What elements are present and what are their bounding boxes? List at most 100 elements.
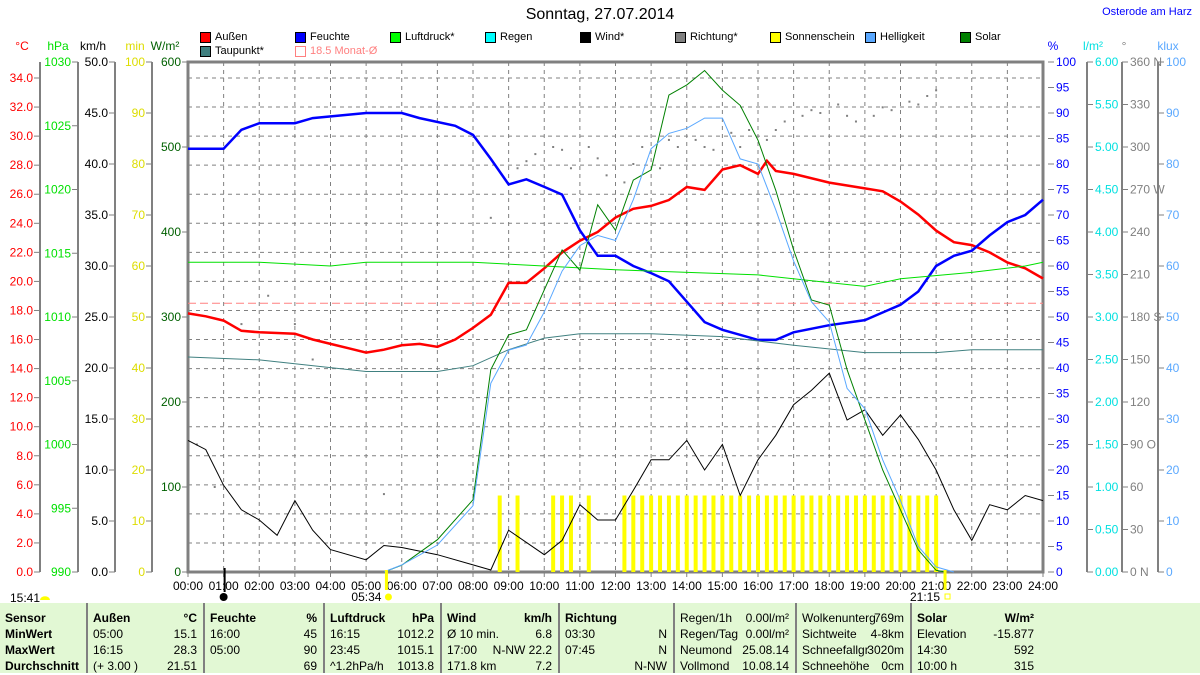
solar-tick-label: 400 [161,225,181,239]
series-wind [187,372,1044,571]
legend-swatch [580,31,591,43]
humidity-tick-label: 40 [1056,361,1070,375]
stats-label: 16:15 [93,643,124,657]
temp-tick-label: 8.0 [16,449,33,463]
wind-tick-label: 35.0 [85,208,109,222]
rain-tick-label: 3.50 [1095,268,1119,282]
stats-row: Neumond 25.08.14 [680,643,789,659]
stats-label: 23:45 [330,643,361,657]
x-tick-label: 04:00 [315,579,345,593]
sunshine-tick-label: 20 [132,463,146,477]
stats-value: hPa [411,611,434,625]
brightness-tick-label: 90 [1166,106,1180,120]
stats-row: 10:00 h 315 [917,659,1034,675]
temp-tick-label: 22.0 [10,245,34,259]
stats-label: Schneehöhe [802,659,870,673]
legend-item: Richtung* [675,31,738,43]
direction-point [240,323,243,326]
direction-tick-label: 360 N [1130,55,1162,69]
stats-row: 17:00 N-NW 22.2 [447,643,552,659]
sunshine-bar [586,495,591,572]
legend-label: Außen [215,31,248,43]
legend-item: 18.5 Monat-Ø [295,45,377,57]
stats-row: MinWert [5,627,80,643]
direction-point [917,103,920,106]
direction-point [676,146,679,148]
stats-label: 16:00 [210,627,241,641]
wind-tick-label: 0.0 [91,565,108,579]
temp-tick-label: 14.0 [10,362,34,376]
rain-tick-label: 6.00 [1095,55,1119,69]
pressure-tick-label: 990 [51,565,71,579]
stats-value: N [658,643,667,657]
stats-value: N-NW 22.2 [492,643,552,657]
sunshine-bar [898,495,903,572]
stats-value: N [658,627,667,641]
location-link[interactable]: Osterode am Harz [1102,6,1192,18]
x-tick-label: 19:00 [850,579,880,593]
humidity-tick-label: 75 [1056,183,1070,197]
direction-point [569,167,572,170]
legend-swatch [295,45,306,57]
direction-tick-label: 210 [1130,268,1150,282]
stats-row: Wolkenunterg 769m [802,611,904,627]
stats-row: Vollmond 10.08.14 [680,659,789,675]
humidity-tick-label: 25 [1056,438,1070,452]
sunshine-bar [675,495,680,572]
legend-swatch [200,31,211,43]
wind-tick-label: 15.0 [85,412,109,426]
direction-point [801,114,804,117]
humidity-tick-label: 90 [1056,106,1070,120]
solar-tick-label: 300 [161,310,181,324]
sunshine-bar [631,495,636,572]
brightness-axis-unit: klux [1157,39,1178,53]
x-tick-label: 09:00 [494,579,524,593]
stats-value: °C [183,611,197,625]
legend-swatch [770,31,781,43]
stats-value: 1015.1 [397,643,434,657]
pressure-tick-label: 1020 [44,183,71,197]
legend-swatch [200,45,211,57]
temp-tick-label: 2.0 [16,536,33,550]
stats-row: Durchschnitt [5,659,80,675]
stats-row: 171.8 km 7.2 [447,659,552,675]
sunshine-bar [720,495,725,572]
stats-value: -15.877 [993,627,1034,641]
legend-swatch [485,31,496,43]
legend-label: Regen [500,31,533,43]
direction-point [837,103,840,106]
stats-value: 0cm [881,659,904,673]
sunshine-bar [782,495,787,572]
stats-value: 28.3 [173,643,197,657]
direction-point [810,109,813,112]
stats-row: Sensor [5,611,80,627]
direction-tick-label: 330 [1130,98,1150,112]
stats-row: Außen °C [93,611,197,627]
direction-point [926,95,929,97]
stats-label: 10:00 h [917,659,958,673]
direction-point [596,157,599,160]
temp-tick-label: 4.0 [16,507,33,521]
stats-label: 07:45 [565,643,596,657]
stats-row: Luftdruck hPa [330,611,434,627]
direction-point [667,138,670,141]
sunshine-bar [693,495,698,572]
stats-value: 315 [1013,659,1034,673]
brightness-tick-label: 20 [1166,463,1180,477]
sunshine-bar [568,495,573,572]
rain-tick-label: 3.00 [1095,310,1119,324]
direction-tick-label: 90 O [1130,438,1156,452]
solar-axis-unit: W/m² [151,39,180,53]
humidity-tick-label: 80 [1056,157,1070,171]
brightness-tick-label: 70 [1166,208,1180,222]
stats-label: ^1.2hPa/h [330,659,384,673]
sunshine-bar [711,495,716,572]
wind-tick-label: 5.0 [91,514,108,528]
legend-item: Luftdruck* [390,31,455,43]
rain-tick-label: 5.50 [1095,98,1119,112]
stats-row: 03:30 N [565,627,667,643]
legend-item: Wind* [580,31,624,43]
wind-tick-label: 30.0 [85,259,109,273]
direction-tick-label: 180 S [1130,310,1161,324]
stats-label: Ø 10 min. [447,627,500,641]
